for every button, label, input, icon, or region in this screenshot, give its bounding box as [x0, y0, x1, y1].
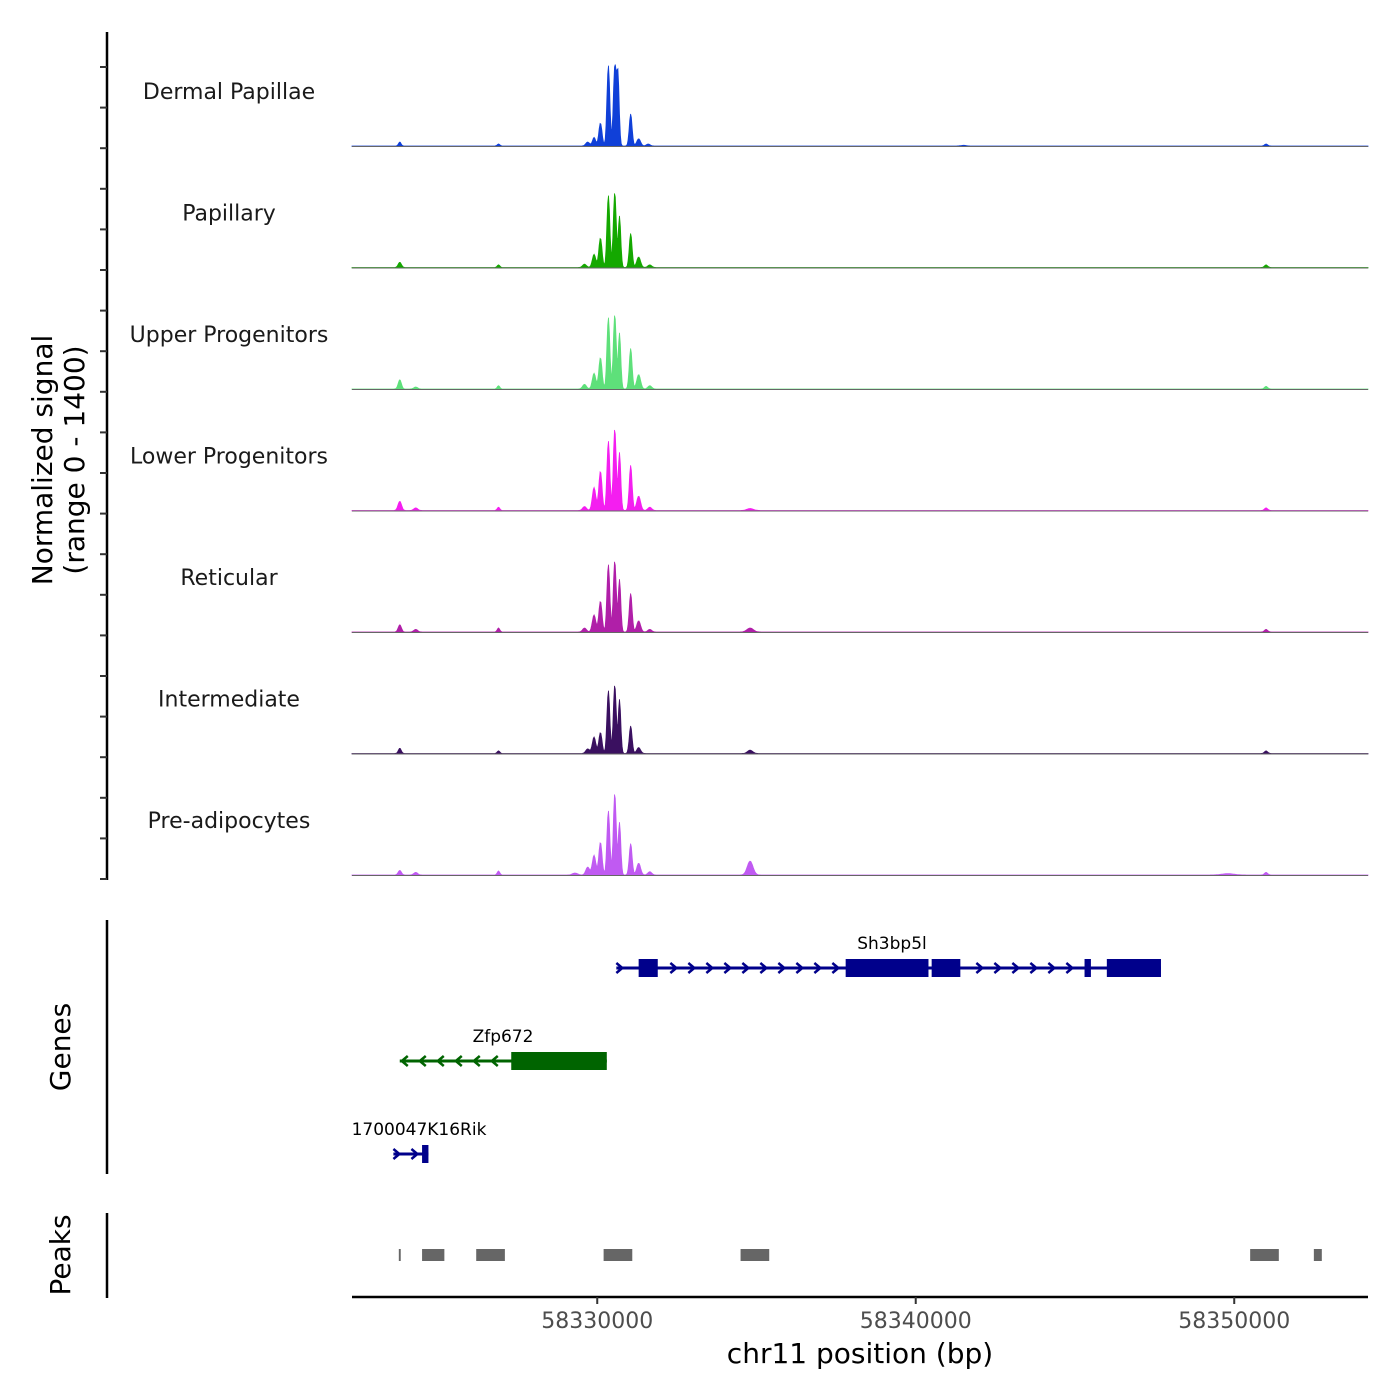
exon-0-1 — [846, 959, 929, 977]
genome-browser-chart: Dermal Papillae Papillary Upper Progenitor… — [0, 0, 1400, 1400]
x-axis-title: chr11 position (bp) — [727, 1337, 993, 1370]
y-axis-title: Normalized signal(range 0 - 1400) — [26, 335, 91, 586]
signal-area-5 — [352, 686, 1368, 754]
peak-1 — [422, 1249, 444, 1261]
x-tick-label-2: 58350000 — [1178, 1309, 1290, 1334]
exon-0-0 — [639, 959, 658, 977]
x-axis: 58330000 58340000 58350000 — [352, 1297, 1368, 1334]
signal-area-3 — [352, 430, 1368, 511]
exon-0-4 — [1107, 959, 1161, 977]
peak-2 — [476, 1249, 505, 1261]
track-label-1: Papillary — [182, 202, 276, 227]
signal-tracks: Dermal Papillae Papillary Upper Progenitor… — [130, 65, 1368, 876]
track-label-6: Pre-adipocytes — [148, 809, 311, 834]
exon-2-0 — [422, 1145, 428, 1163]
peak-4 — [741, 1249, 770, 1261]
gene-2: 1700047K16Rik — [352, 1120, 487, 1163]
track-label-4: Reticular — [180, 566, 278, 591]
axis-titles: chr11 position (bp) Normalized signal(ran… — [26, 335, 993, 1370]
peak-6 — [1314, 1249, 1322, 1261]
track-label-5: Intermediate — [158, 688, 300, 713]
peak-5 — [1250, 1249, 1279, 1261]
track-label-3: Lower Progenitors — [130, 445, 328, 470]
signal-area-0 — [352, 65, 1368, 147]
track-label-0: Dermal Papillae — [143, 80, 315, 105]
exon-0-2 — [932, 959, 961, 977]
genes-panel-title: Genes — [44, 1003, 77, 1091]
signal-area-2 — [352, 316, 1368, 390]
peaks-track — [399, 1249, 1322, 1261]
x-tick-label-0: 58330000 — [541, 1309, 653, 1334]
peak-3 — [604, 1249, 633, 1261]
track-label-2: Upper Progenitors — [130, 323, 329, 348]
signal-area-6 — [352, 795, 1368, 876]
signal-area-1 — [352, 193, 1368, 268]
gene-1: Zfp672 — [400, 1027, 607, 1070]
exon-1-0 — [511, 1052, 607, 1070]
y-axis-title-line-0: Normalized signal — [26, 335, 59, 586]
peak-0 — [399, 1249, 401, 1261]
gene-label-0: Sh3bp5l — [857, 934, 927, 954]
left-axes — [100, 32, 107, 1298]
genes-track: Sh3bp5l Zfp672 1700047K16Rik — [352, 934, 1161, 1163]
signal-area-4 — [352, 562, 1368, 633]
exon-0-3 — [1085, 959, 1091, 977]
gene-0: Sh3bp5l — [616, 934, 1161, 977]
y-axis-title-line-1: (range 0 - 1400) — [58, 345, 91, 574]
x-tick-label-1: 58340000 — [860, 1309, 972, 1334]
gene-label-2: 1700047K16Rik — [352, 1120, 487, 1140]
gene-label-1: Zfp672 — [473, 1027, 534, 1047]
peaks-panel-title: Peaks — [44, 1214, 77, 1295]
